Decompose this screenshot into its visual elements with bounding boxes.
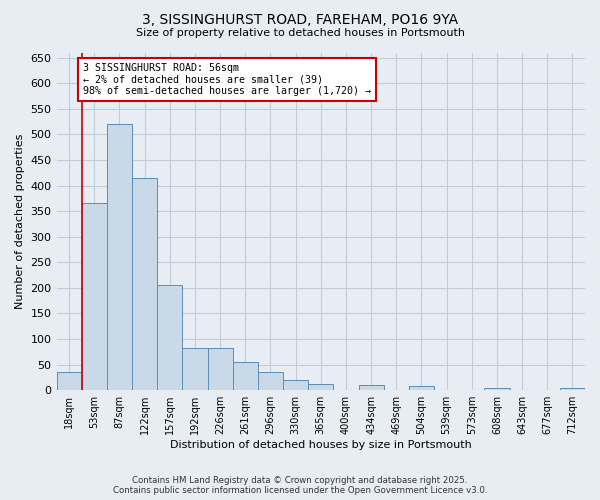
Bar [233,362,258,390]
Bar [208,348,233,390]
Bar [182,348,208,390]
Bar [308,384,334,390]
Text: Size of property relative to detached houses in Portsmouth: Size of property relative to detached ho… [136,28,464,38]
Y-axis label: Number of detached properties: Number of detached properties [15,134,25,309]
Text: 3, SISSINGHURST ROAD, FAREHAM, PO16 9YA: 3, SISSINGHURST ROAD, FAREHAM, PO16 9YA [142,12,458,26]
Bar [560,388,585,390]
Bar [56,372,82,390]
Bar [283,380,308,390]
Bar [157,286,182,390]
Text: Contains HM Land Registry data © Crown copyright and database right 2025.
Contai: Contains HM Land Registry data © Crown c… [113,476,487,495]
Bar [82,204,107,390]
Bar [258,372,283,390]
Bar [132,178,157,390]
Bar [359,385,383,390]
X-axis label: Distribution of detached houses by size in Portsmouth: Distribution of detached houses by size … [170,440,472,450]
Bar [409,386,434,390]
Text: 3 SISSINGHURST ROAD: 56sqm
← 2% of detached houses are smaller (39)
98% of semi-: 3 SISSINGHURST ROAD: 56sqm ← 2% of detac… [83,62,371,96]
Bar [484,388,509,390]
Bar [107,124,132,390]
